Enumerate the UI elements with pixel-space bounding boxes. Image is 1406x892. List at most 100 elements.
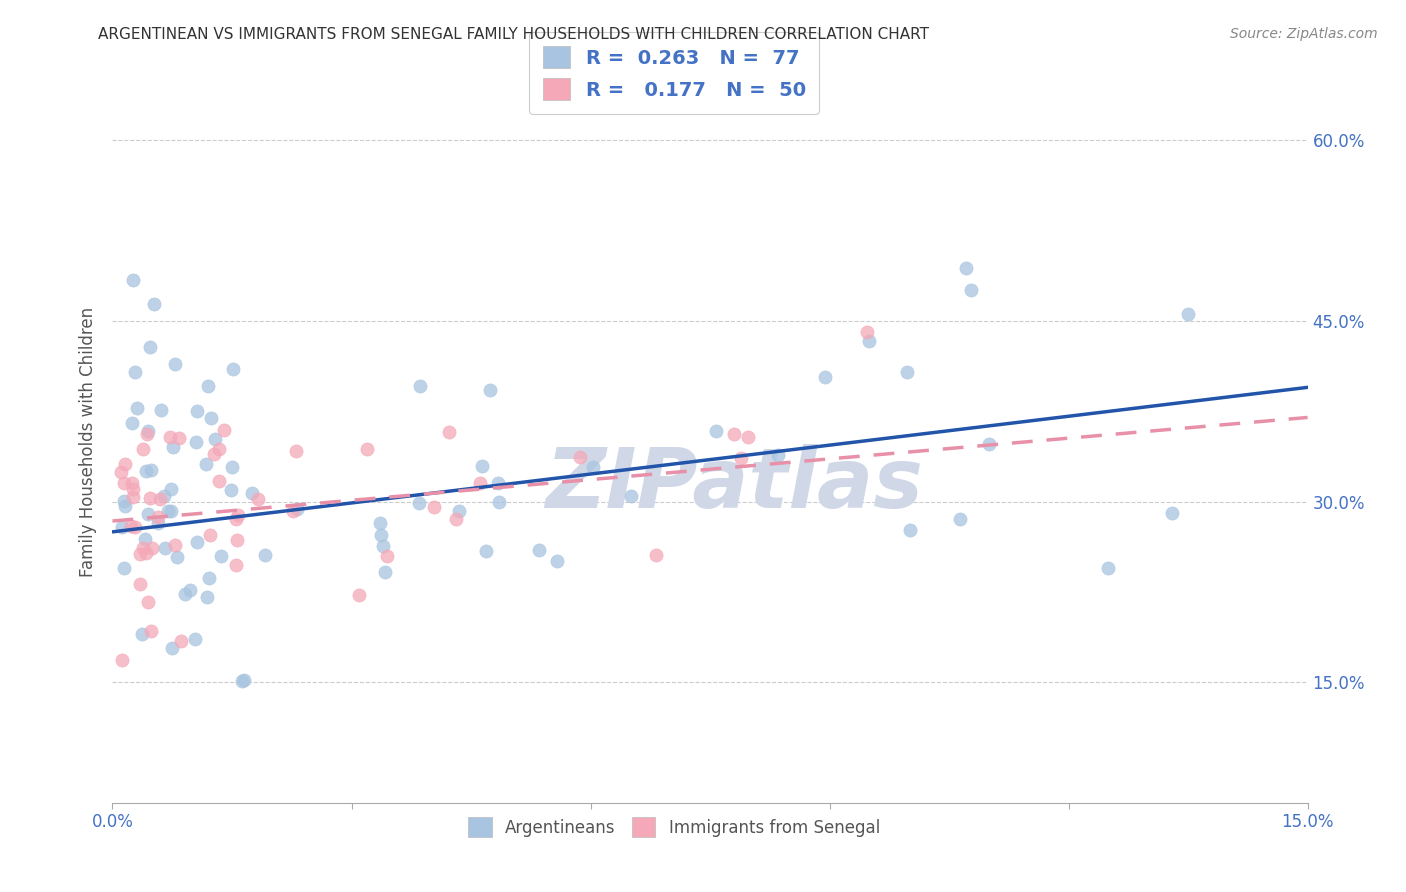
Point (186, 534, 208, 549)
Point (1161, 506, 1184, 520)
Point (214, 423, 236, 437)
Point (162, 441, 184, 455)
Point (124, 520, 146, 534)
Point (730, 450, 752, 465)
Point (955, 260, 977, 275)
Point (162, 640, 184, 655)
Point (898, 523, 921, 537)
Point (488, 494, 510, 508)
Point (136, 425, 159, 439)
Point (468, 476, 491, 491)
Point (478, 383, 501, 397)
Point (157, 504, 180, 518)
Point (160, 482, 183, 496)
Point (370, 528, 392, 542)
Point (149, 491, 172, 506)
Text: ARGENTINEAN VS IMMIGRANTS FROM SENEGAL FAMILY HOUSEHOLDS WITH CHILDREN CORRELATI: ARGENTINEAN VS IMMIGRANTS FROM SENEGAL F… (98, 27, 929, 42)
Point (704, 424, 727, 438)
Point (368, 516, 391, 530)
Point (373, 539, 395, 553)
Y-axis label: Family Households with Children: Family Households with Children (79, 307, 97, 576)
Point (409, 379, 432, 393)
Point (202, 447, 225, 461)
Point (110, 465, 132, 479)
Point (135, 546, 157, 560)
Point (124, 365, 146, 379)
Point (200, 527, 222, 541)
Point (254, 548, 277, 562)
Point (121, 490, 143, 504)
Point (135, 463, 157, 477)
Point (437, 425, 460, 439)
Point (1177, 307, 1199, 321)
Point (233, 673, 256, 687)
Point (208, 475, 231, 489)
Point (136, 426, 159, 441)
Point (134, 532, 156, 546)
Point (486, 476, 509, 491)
Point (131, 627, 153, 641)
Point (225, 512, 247, 526)
Point (856, 325, 879, 339)
Point (183, 632, 205, 647)
Point (475, 543, 498, 558)
Point (159, 430, 181, 444)
Point (246, 491, 269, 506)
Point (149, 403, 172, 417)
Point (138, 507, 160, 521)
Point (141, 541, 163, 556)
Point (723, 427, 745, 442)
Point (174, 587, 197, 601)
Point (285, 444, 308, 458)
Point (620, 490, 643, 504)
Point (374, 565, 396, 579)
Point (977, 437, 1000, 451)
Point (121, 476, 143, 491)
Point (112, 475, 135, 490)
Point (132, 442, 155, 456)
Point (225, 533, 247, 547)
Point (568, 450, 591, 465)
Point (766, 448, 789, 462)
Point (471, 458, 494, 473)
Point (153, 489, 176, 503)
Point (195, 457, 218, 471)
Point (142, 297, 165, 311)
Point (645, 548, 668, 562)
Point (221, 361, 243, 376)
Point (356, 442, 378, 456)
Point (200, 410, 222, 425)
Point (582, 459, 605, 474)
Point (132, 541, 155, 556)
Point (226, 508, 249, 523)
Point (546, 554, 568, 568)
Point (136, 595, 159, 609)
Point (114, 499, 136, 513)
Point (347, 588, 370, 602)
Point (219, 483, 242, 497)
Point (111, 653, 134, 667)
Point (858, 334, 880, 348)
Point (208, 442, 231, 456)
Text: ZIPatlas: ZIPatlas (546, 444, 922, 525)
Point (959, 283, 981, 297)
Point (111, 520, 134, 534)
Point (148, 516, 170, 531)
Point (737, 430, 759, 444)
Point (146, 509, 169, 524)
Point (170, 633, 193, 648)
Point (225, 558, 247, 573)
Point (165, 538, 187, 552)
Point (375, 549, 398, 563)
Point (121, 416, 143, 430)
Point (204, 432, 226, 446)
Point (166, 549, 188, 564)
Point (112, 493, 135, 508)
Point (186, 404, 208, 418)
Point (167, 431, 190, 445)
Legend: Argentineans, Immigrants from Senegal: Argentineans, Immigrants from Senegal (460, 809, 889, 845)
Point (285, 502, 308, 516)
Point (195, 590, 218, 604)
Point (527, 542, 550, 557)
Point (198, 571, 221, 585)
